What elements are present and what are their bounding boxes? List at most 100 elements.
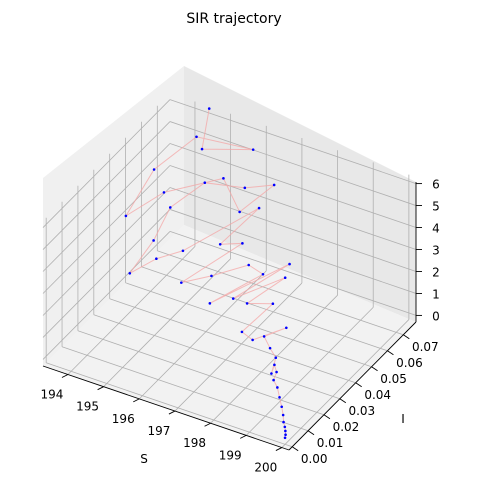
i-axis-line	[288, 321, 417, 451]
grid-line-z-right	[169, 231, 417, 316]
i-tick-label: 0.01	[317, 436, 344, 450]
data-point	[200, 147, 204, 151]
i-tick-mark	[355, 382, 362, 388]
grid-line-s-floor	[210, 294, 338, 424]
data-point	[162, 191, 166, 194]
grid-line-s-floor	[138, 270, 267, 400]
data-point	[210, 274, 213, 278]
data-point	[245, 302, 249, 305]
s-tick-mark	[97, 386, 104, 391]
data-point	[257, 206, 261, 210]
data-point	[218, 242, 222, 246]
data-point	[276, 386, 279, 389]
data-point	[240, 330, 244, 334]
i-tick-label: 0.06	[396, 356, 423, 370]
grid-line-i-floor	[93, 314, 340, 400]
data-point	[152, 239, 155, 242]
grid-line-z-right	[169, 209, 417, 294]
data-point	[195, 135, 198, 139]
s-tick-mark	[240, 434, 247, 439]
grid-line-z-left	[42, 99, 171, 228]
data-point	[282, 420, 285, 424]
grid-line-s-floor	[174, 282, 303, 412]
i-tick-label: 0.05	[380, 372, 407, 386]
grid-line-z-left	[42, 209, 171, 338]
data-point	[238, 210, 241, 214]
data-point	[128, 271, 132, 275]
data-point	[272, 378, 275, 382]
grid-line-i-floor	[61, 346, 309, 432]
data-point	[285, 326, 288, 330]
grid-line-i-floor	[46, 362, 293, 448]
i-tick-mark	[387, 350, 394, 356]
data-point	[270, 372, 273, 375]
grid-line-i-floor	[109, 298, 356, 384]
data-point	[271, 302, 275, 306]
data-point	[284, 429, 287, 433]
grid-line-s-floor	[245, 307, 374, 436]
data-point	[251, 338, 254, 342]
i-tick-label: 0.02	[333, 420, 360, 434]
i-tick-label: 0.04	[364, 388, 391, 402]
s-tick-label: 194	[41, 388, 64, 402]
grid-line-z-right	[169, 187, 417, 272]
grid-line-s-floor	[67, 246, 196, 375]
i-tick-mark	[403, 334, 410, 340]
s-tick-mark	[204, 422, 211, 427]
z-tick-label: 5	[432, 200, 440, 214]
z-tick-label: 6	[432, 178, 440, 192]
data-point	[155, 257, 158, 261]
grid-line-z-right	[169, 143, 417, 228]
s-tick-mark	[61, 374, 69, 378]
trajectory-series	[124, 107, 291, 440]
data-point	[203, 181, 207, 185]
s-tick-label: 196	[112, 412, 135, 426]
z-tick-label: 3	[432, 244, 440, 258]
data-point	[275, 370, 278, 374]
data-point	[280, 405, 284, 409]
data-point	[251, 148, 255, 151]
data-point	[284, 433, 287, 437]
grid-line-i-floor	[77, 330, 325, 416]
axis-lines	[42, 182, 422, 452]
grid-line-z-left	[42, 231, 171, 360]
data-point	[283, 425, 287, 429]
axis-panes	[43, 66, 416, 450]
x-axis-label: S	[140, 452, 148, 466]
grid-line-z-right	[169, 165, 417, 250]
data-point	[261, 272, 265, 276]
data-point	[268, 346, 272, 350]
s-tick-label: 198	[183, 436, 206, 450]
z-tick-label: 0	[432, 309, 440, 323]
grid-line-z-left	[42, 143, 171, 272]
z-tick-label: 1	[432, 287, 440, 301]
grid-line-s-floor	[103, 258, 231, 387]
data-point	[231, 297, 235, 300]
grid-line-i-floor	[141, 266, 388, 352]
grid-line-z-left	[42, 121, 171, 250]
i-tick-label: 0.03	[348, 404, 375, 418]
data-point	[274, 356, 278, 360]
grid-line-s-floor	[281, 319, 410, 448]
data-point	[124, 214, 128, 218]
grid-line-z-right	[169, 121, 417, 206]
data-point	[272, 183, 276, 187]
i-tick-mark	[371, 366, 378, 372]
data-point	[207, 107, 211, 110]
s-tick-label: 199	[219, 448, 242, 462]
s-tick-mark	[168, 410, 176, 415]
data-point	[278, 396, 281, 399]
data-point	[181, 249, 185, 253]
data-point	[243, 186, 247, 190]
tick-labels: 194 195 196 197 198 199 200 0.00 0.01 0.02 0.03 0.0…	[41, 178, 440, 475]
i-tick-label: 0.07	[412, 340, 439, 354]
data-point	[168, 206, 172, 209]
grid-line-i-floor	[157, 250, 404, 336]
back-right-pane	[184, 66, 416, 322]
y-axis-label: I	[401, 412, 405, 426]
data-point	[288, 262, 291, 266]
data-point	[152, 168, 156, 171]
data-point	[247, 263, 251, 267]
s-tick-label: 195	[76, 400, 99, 414]
